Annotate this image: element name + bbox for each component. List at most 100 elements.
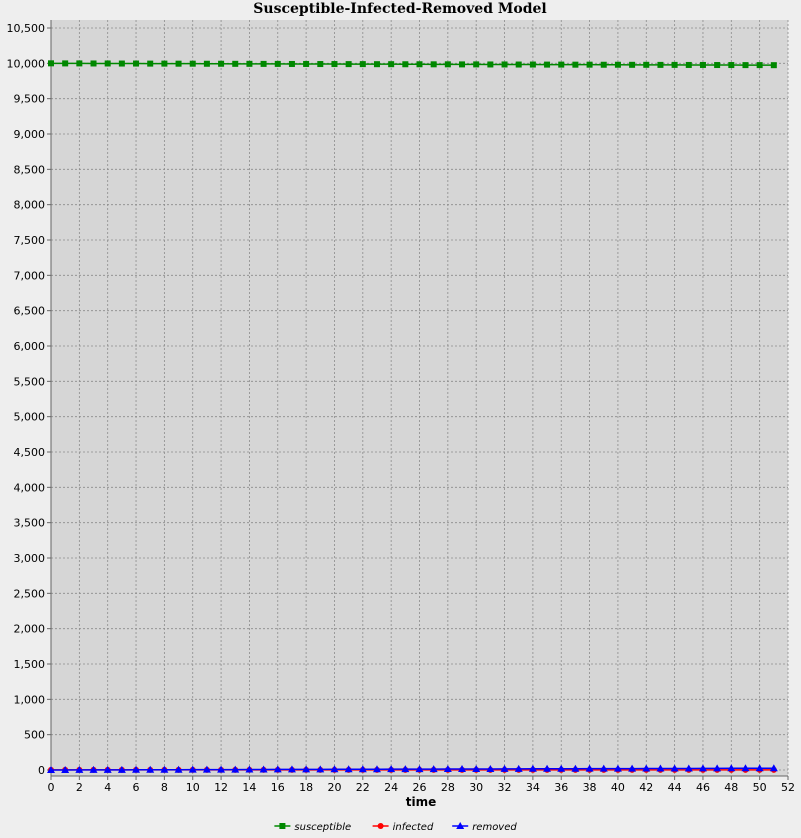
data-point-susceptible xyxy=(232,60,239,67)
y-tick-label: 3,000 xyxy=(14,552,46,565)
legend-item-removed: removed xyxy=(452,822,517,833)
chart-title: Susceptible-Infected-Removed Model xyxy=(253,1,546,17)
y-tick-label: 2,500 xyxy=(14,587,46,600)
y-tick-label: 9,000 xyxy=(14,128,46,141)
data-point-susceptible xyxy=(714,62,721,69)
data-point-removed xyxy=(755,764,764,772)
y-tick-label: 8,500 xyxy=(14,163,46,176)
data-point-removed xyxy=(344,765,353,773)
x-tick-label: 38 xyxy=(583,781,597,794)
series-layer xyxy=(47,60,778,773)
data-point-susceptible xyxy=(444,61,451,68)
data-point-removed xyxy=(571,764,580,772)
data-point-susceptible xyxy=(699,61,706,68)
data-point-susceptible xyxy=(671,61,678,68)
y-tick-label: 1,500 xyxy=(14,658,46,671)
data-point-removed xyxy=(684,764,693,772)
data-point-removed xyxy=(75,765,84,773)
data-point-susceptible xyxy=(189,60,196,67)
data-point-susceptible xyxy=(770,62,777,69)
data-point-susceptible xyxy=(501,61,508,68)
legend-label-infected: infected xyxy=(393,822,434,833)
legend-item-infected: infected xyxy=(372,822,434,833)
data-point-removed xyxy=(47,766,55,773)
data-point-removed xyxy=(146,765,155,773)
legend-marker-infected xyxy=(377,823,384,829)
data-point-susceptible xyxy=(104,60,111,67)
y-tick-label: 1,000 xyxy=(14,693,46,706)
data-point-removed xyxy=(670,764,679,772)
data-point-removed xyxy=(231,765,240,773)
y-tick-label: 7,000 xyxy=(14,269,46,282)
data-point-removed xyxy=(273,765,282,773)
data-point-susceptible xyxy=(388,61,395,68)
data-point-susceptible xyxy=(728,62,735,69)
data-point-susceptible xyxy=(685,61,692,68)
x-tick-label: 0 xyxy=(48,781,55,794)
data-point-susceptible xyxy=(260,60,267,67)
data-point-susceptible xyxy=(48,60,54,67)
data-point-susceptible xyxy=(345,61,352,68)
data-point-removed xyxy=(585,764,594,772)
x-tick-label: 46 xyxy=(696,781,710,794)
grid-lines xyxy=(50,20,789,776)
data-point-removed xyxy=(302,765,311,773)
legend: susceptible infected removed xyxy=(274,822,517,833)
data-point-removed xyxy=(599,764,608,772)
series-susceptible xyxy=(48,60,777,69)
data-point-susceptible xyxy=(147,60,154,67)
data-point-susceptible xyxy=(572,61,579,68)
data-point-susceptible xyxy=(90,60,97,67)
x-tick-label: 30 xyxy=(469,781,483,794)
data-point-susceptible xyxy=(317,61,324,68)
x-tick-label: 32 xyxy=(498,781,512,794)
x-tick-label: 8 xyxy=(161,781,168,794)
data-point-removed xyxy=(132,765,141,773)
x-tick-label: 44 xyxy=(668,781,682,794)
data-point-susceptible xyxy=(274,60,281,67)
data-point-removed xyxy=(387,765,396,773)
data-point-removed xyxy=(656,764,665,772)
data-point-susceptible xyxy=(303,60,310,67)
y-tick-label: 0 xyxy=(38,764,45,777)
data-point-removed xyxy=(528,764,537,772)
data-point-susceptible xyxy=(246,60,253,67)
data-point-removed xyxy=(89,765,98,773)
data-point-susceptible xyxy=(586,61,593,68)
data-point-removed xyxy=(429,765,438,773)
x-tick-label: 20 xyxy=(327,781,341,794)
x-tick-label: 6 xyxy=(133,781,140,794)
data-point-removed xyxy=(117,765,126,773)
x-tick-label: 34 xyxy=(526,781,540,794)
data-point-susceptible xyxy=(175,60,182,67)
y-tick-label: 5,000 xyxy=(14,411,46,424)
x-tick-label: 16 xyxy=(271,781,285,794)
x-tick-label: 2 xyxy=(76,781,83,794)
x-tick-label: 42 xyxy=(639,781,653,794)
x-tick-label: 40 xyxy=(611,781,625,794)
y-tick-label: 2,000 xyxy=(14,623,46,636)
data-point-removed xyxy=(217,765,226,773)
legend-marker-susceptible xyxy=(279,823,286,829)
legend-label-susceptible: susceptible xyxy=(294,822,351,833)
data-point-susceptible xyxy=(331,61,338,68)
y-tick-label: 4,500 xyxy=(14,446,46,459)
data-point-susceptible xyxy=(558,61,565,68)
data-point-removed xyxy=(287,765,296,773)
data-point-removed xyxy=(543,764,552,772)
x-tick-label: 10 xyxy=(186,781,200,794)
series-removed xyxy=(47,764,778,773)
series-line-susceptible xyxy=(50,62,774,66)
x-tick-label: 50 xyxy=(753,781,767,794)
data-point-susceptible xyxy=(657,61,664,68)
data-point-removed xyxy=(415,765,424,773)
x-tick-label: 26 xyxy=(413,781,427,794)
data-point-removed xyxy=(727,764,736,772)
data-point-removed xyxy=(316,765,325,773)
series-line-removed xyxy=(51,767,774,771)
y-tick-label: 5,500 xyxy=(14,375,46,388)
data-point-removed xyxy=(769,764,778,772)
data-point-susceptible xyxy=(643,61,650,68)
data-point-removed xyxy=(160,765,169,773)
